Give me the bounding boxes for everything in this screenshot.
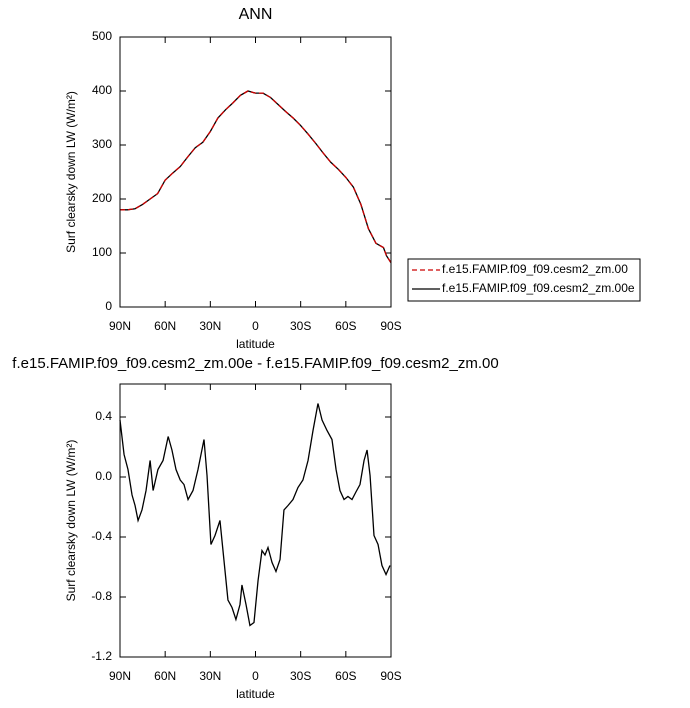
y-axis-label: Surf clearsky down LW (W/m²) (64, 91, 78, 253)
plot-frame (119, 36, 392, 308)
y-tick-label: 100 (92, 245, 112, 259)
y-tick-label: 300 (92, 137, 112, 151)
legend-box (407, 258, 641, 302)
x-tick-label: 30S (290, 669, 311, 683)
x-tick-label: 90N (109, 319, 131, 333)
y-tick-label: -0.4 (91, 529, 112, 543)
x-tick-label: 90S (380, 319, 401, 333)
y-tick-label: -0.8 (91, 589, 112, 603)
x-tick-label: 60S (335, 669, 356, 683)
x-tick-label: 60S (335, 319, 356, 333)
x-tick-label: 0 (252, 319, 259, 333)
plot-frame (119, 383, 392, 658)
x-axis-label: latitude (236, 337, 275, 351)
y-tick-label: 400 (92, 83, 112, 97)
y-tick-label: -1.2 (91, 649, 112, 663)
x-tick-label: 60N (154, 669, 176, 683)
chart-title: ANN (239, 6, 273, 23)
x-tick-label: 30N (199, 669, 221, 683)
x-tick-label: 0 (252, 669, 259, 683)
y-axis-label: Surf clearsky down LW (W/m²) (64, 440, 78, 602)
x-tick-label: 30N (199, 319, 221, 333)
legend-label: f.e15.FAMIP.f09_f09.cesm2_zm.00 (442, 262, 628, 276)
chart-title: f.e15.FAMIP.f09_f09.cesm2_zm.00e - f.e15… (12, 355, 498, 372)
y-tick-label: 500 (92, 29, 112, 43)
x-tick-label: 30S (290, 319, 311, 333)
y-tick-label: 0 (105, 299, 112, 313)
line (120, 90, 392, 264)
line (119, 403, 391, 627)
x-tick-label: 60N (154, 319, 176, 333)
legend-label: f.e15.FAMIP.f09_f09.cesm2_zm.00e (442, 281, 635, 295)
x-tick-label: 90S (380, 669, 401, 683)
line (120, 90, 392, 264)
y-tick-label: 0.0 (95, 469, 112, 483)
y-tick-label: 200 (92, 191, 112, 205)
y-tick-label: 0.4 (95, 409, 112, 423)
x-tick-label: 90N (109, 669, 131, 683)
x-axis-label: latitude (236, 687, 275, 701)
